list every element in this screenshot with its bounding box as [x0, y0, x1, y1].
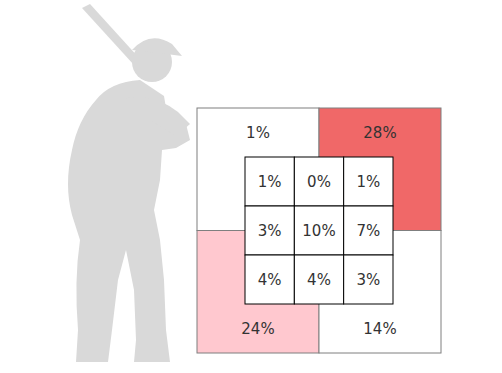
cell-label: 0%	[307, 173, 331, 191]
body	[68, 80, 190, 362]
zone-cell	[294, 255, 343, 304]
cell-label: 4%	[307, 271, 331, 289]
zone-cell	[344, 206, 393, 255]
cell-label: 3%	[356, 271, 380, 289]
zone-cell	[245, 255, 294, 304]
chart: 1% 28% 24% 14% 1% 0% 1% 3% 10% 7% 4% 4% 3%	[0, 0, 502, 373]
arms	[120, 97, 190, 136]
zone-label: 14%	[363, 320, 396, 338]
cell-label: 7%	[356, 222, 380, 240]
zone-label: 28%	[363, 124, 396, 142]
outer-zones	[197, 108, 441, 353]
cell-label: 3%	[258, 222, 282, 240]
zone-cell	[245, 206, 294, 255]
batter-silhouette	[68, 4, 190, 362]
inner-cells	[245, 157, 393, 304]
zone-cell	[344, 157, 393, 206]
cell-label: 10%	[302, 222, 335, 240]
cap	[132, 38, 182, 56]
zone-cell	[294, 206, 343, 255]
zone-label: 1%	[246, 124, 270, 142]
cell-label: 4%	[258, 271, 282, 289]
zone-label: 24%	[241, 320, 274, 338]
cell-label: 1%	[258, 173, 282, 191]
cell-label: 1%	[356, 173, 380, 191]
zone-cell	[344, 255, 393, 304]
zone-cell	[245, 157, 294, 206]
zone-cell	[294, 157, 343, 206]
